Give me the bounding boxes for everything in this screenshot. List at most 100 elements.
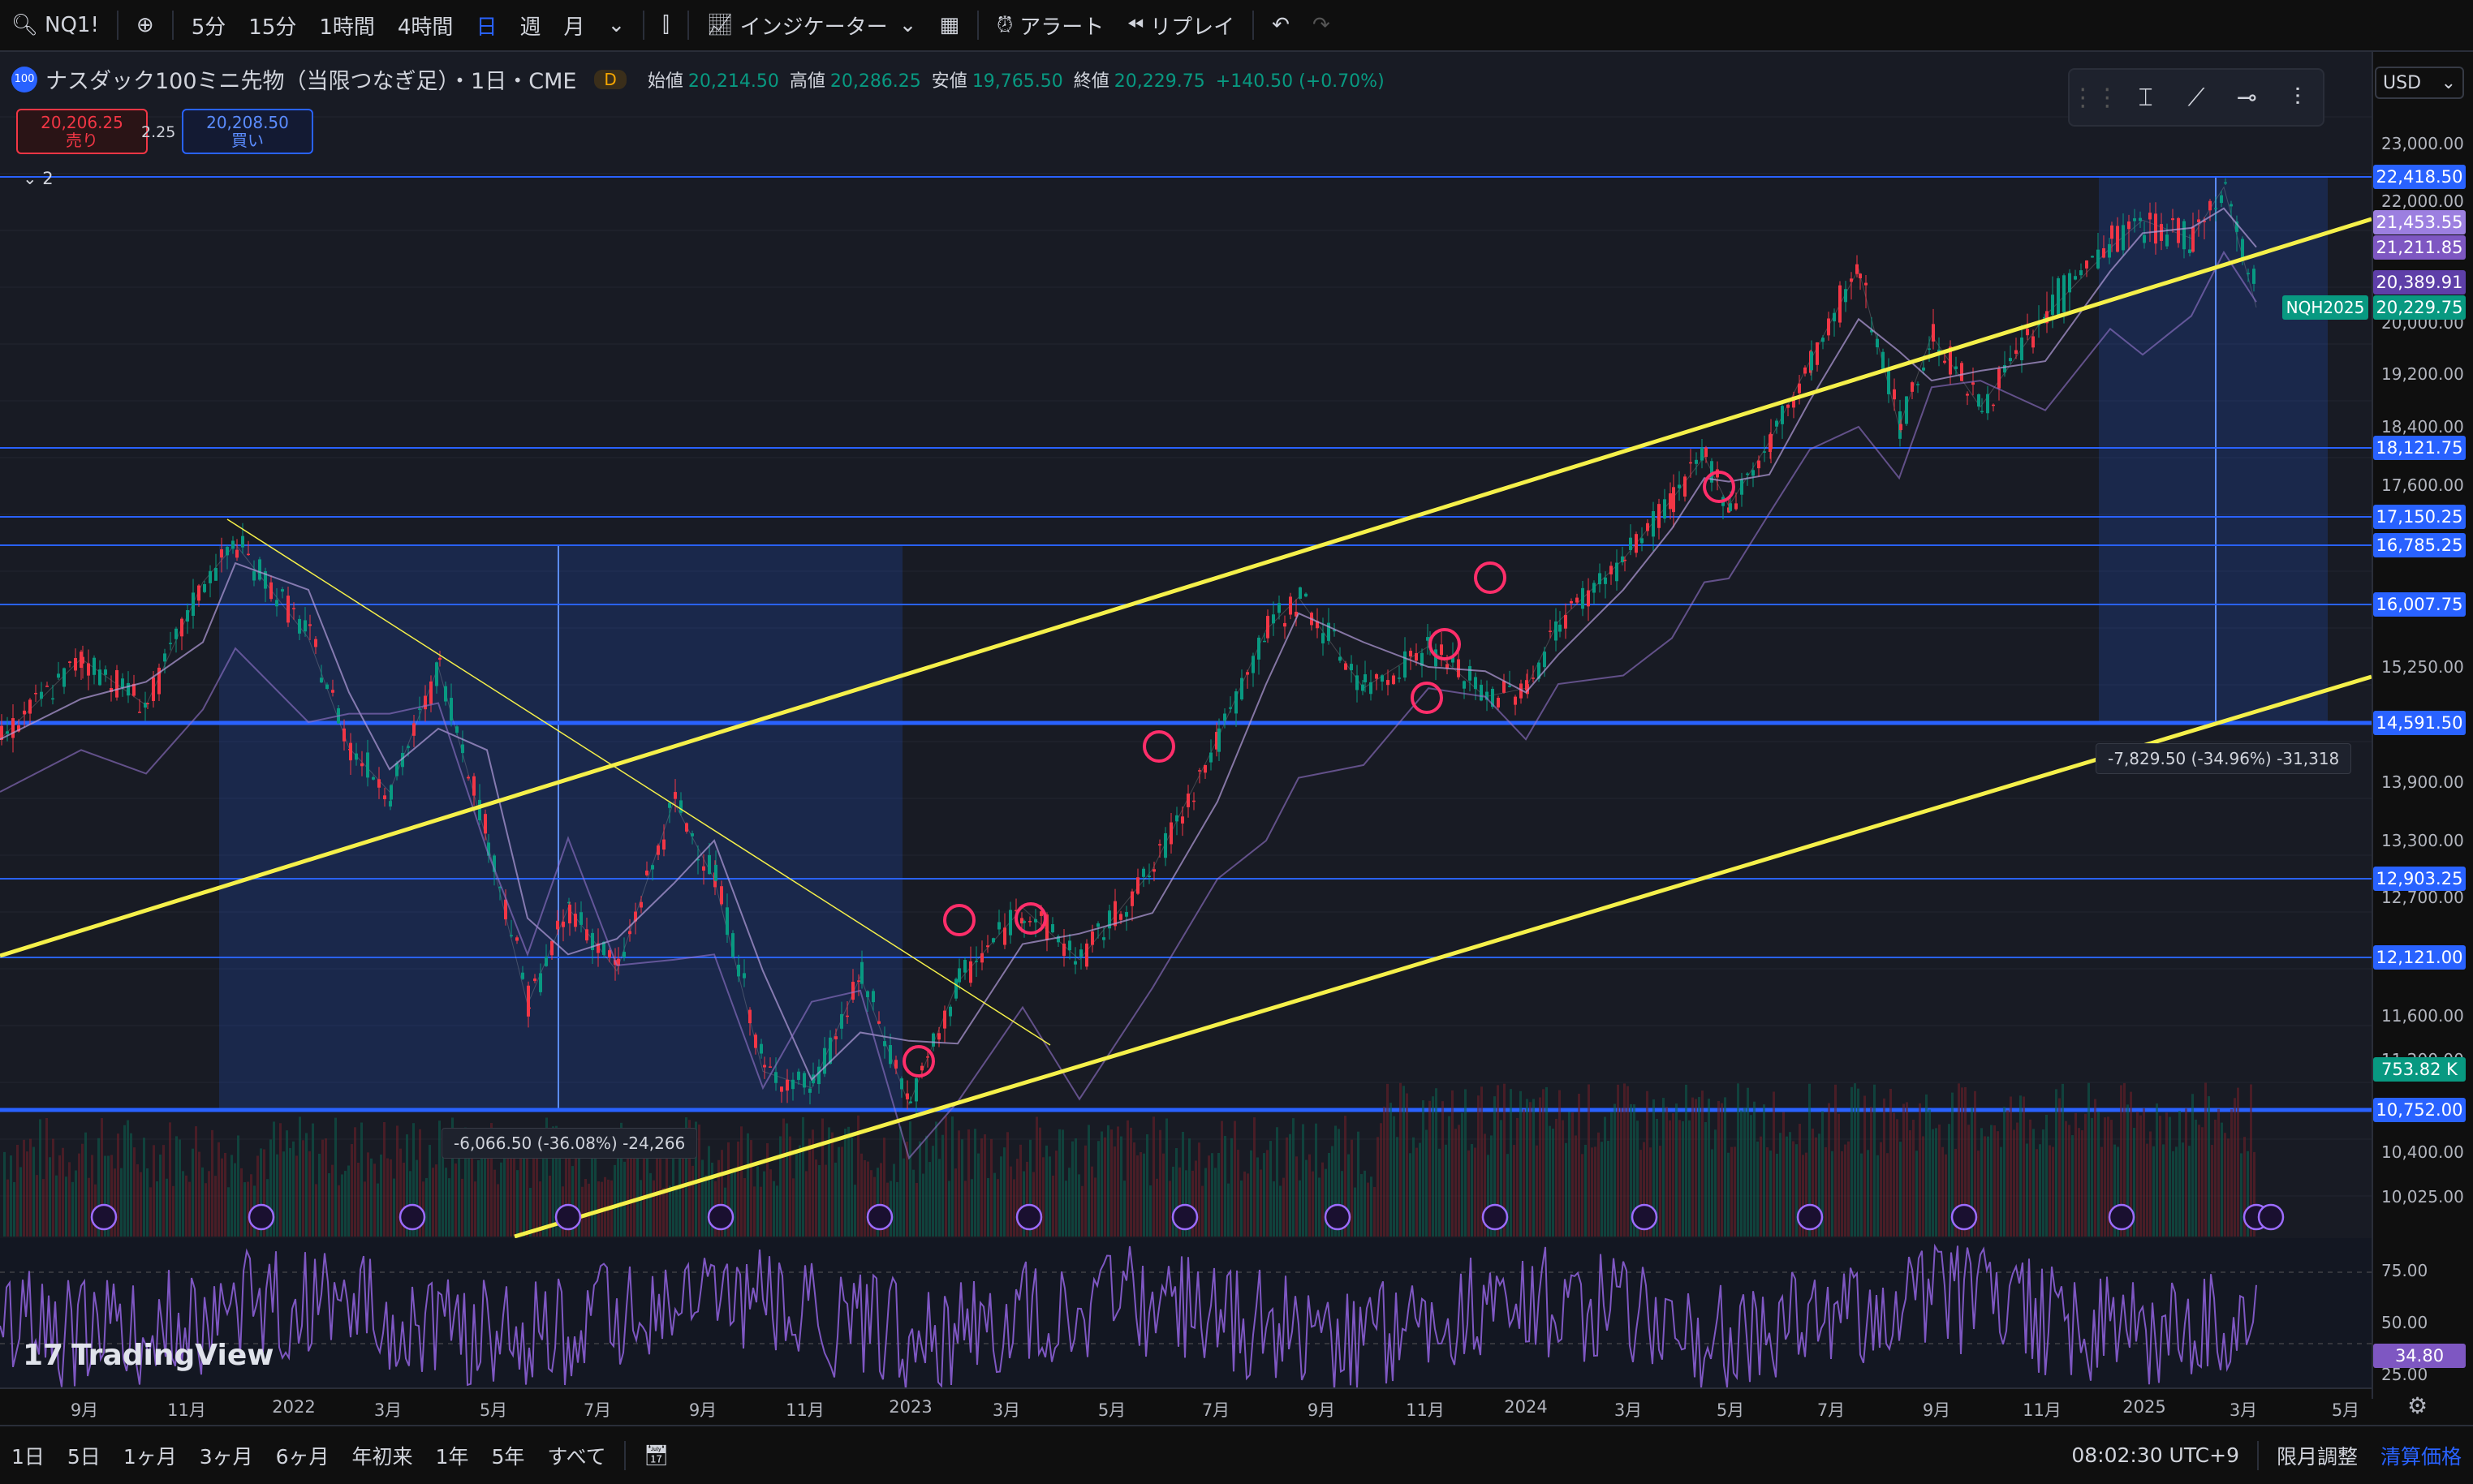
candle-body: [1640, 538, 1644, 544]
volume-bar: [1519, 1090, 1522, 1237]
measure-label-right[interactable]: -7,829.50 (-34.96%) -31,318: [2096, 743, 2352, 774]
candle-body: [1333, 630, 1336, 632]
interval-5m[interactable]: 5分: [191, 15, 226, 40]
price-chart-svg[interactable]: [0, 52, 2372, 1399]
range-all[interactable]: すべて: [547, 1444, 606, 1469]
interval-15m[interactable]: 15分: [248, 15, 297, 40]
symbol-search[interactable]: 🔍︎ NQ1!: [0, 0, 110, 50]
volume-bar: [396, 1125, 399, 1237]
candle-style-icon[interactable]: ⫿: [662, 12, 670, 37]
interval-week[interactable]: 週: [519, 15, 541, 40]
candle-body: [545, 957, 548, 966]
horizontal-ray-icon[interactable]: ⊸: [2236, 83, 2257, 112]
candle-body: [1125, 912, 1128, 917]
range-1d[interactable]: 1日: [11, 1444, 45, 1469]
candle-body: [1369, 682, 1372, 695]
volume-bar: [1169, 1181, 1171, 1237]
measure-tool-icon[interactable]: ⌶: [2138, 83, 2153, 112]
candle-body: [556, 920, 559, 930]
volume-bar: [185, 1175, 187, 1237]
compare-add-icon[interactable]: ⊕: [136, 13, 154, 37]
volume-bar: [1896, 1119, 1898, 1237]
alert-button[interactable]: ⏰︎ アラート: [985, 0, 1115, 50]
candle-body: [247, 553, 250, 556]
volume-bar: [1195, 1160, 1197, 1237]
volume-bar: [779, 1136, 782, 1237]
candle-body: [1916, 384, 1919, 385]
range-1m[interactable]: 1ヶ月: [123, 1444, 177, 1469]
volume-bar: [704, 1175, 707, 1237]
date-range-icon[interactable]: 📅︎: [643, 1443, 670, 1467]
range-ytd[interactable]: 年初来: [351, 1444, 413, 1469]
volume-bar: [1182, 1131, 1184, 1237]
vertical-line-icon[interactable]: ⫶: [2294, 83, 2301, 112]
currency-label: USD: [2383, 72, 2422, 93]
volume-bar: [1552, 1129, 1554, 1237]
volume-bar: [364, 1181, 366, 1237]
signal-circle: [903, 1045, 935, 1078]
volume-bar: [539, 1181, 541, 1237]
range-3m[interactable]: 3ヶ月: [199, 1444, 253, 1469]
buy-button[interactable]: 20,208.50 買い: [182, 109, 313, 154]
drag-handle-icon[interactable]: ⋮⋮: [2070, 83, 2120, 112]
volume-bar: [68, 1162, 71, 1237]
volume-bar: [1698, 1097, 1700, 1237]
volume-bar: [1503, 1083, 1506, 1237]
volume-bar: [1523, 1109, 1525, 1237]
volume-bar: [649, 1172, 652, 1237]
volume-bar: [568, 1142, 571, 1237]
volume-bar: [1364, 1170, 1366, 1237]
volume-bar: [1727, 1152, 1730, 1237]
candle-body: [1204, 764, 1207, 773]
contract-tag: NQH2025: [2282, 295, 2368, 320]
indicators-button[interactable]: 📈︎ インジケーター ⌄: [696, 0, 928, 50]
currency-select[interactable]: USD ⌄: [2375, 67, 2464, 99]
range-5d[interactable]: 5日: [67, 1444, 101, 1469]
clock[interactable]: 08:02:30 UTC+9: [2071, 1443, 2239, 1467]
redo-icon[interactable]: ↷: [1312, 13, 1330, 37]
series-title[interactable]: ナスダック100ミニ先物（当限つなぎ足）・1日・CME: [45, 69, 577, 94]
volume-bar: [1967, 1125, 1970, 1237]
layouts-icon[interactable]: ▦: [939, 13, 960, 37]
volume-bar: [2029, 1119, 2031, 1237]
chart-pane[interactable]: [0, 52, 2372, 1399]
volume-bar: [1273, 1181, 1275, 1237]
volume-bar: [630, 1130, 632, 1237]
candle-body: [2191, 226, 2195, 252]
sell-button[interactable]: 20,206.25 売り: [16, 109, 148, 154]
candle-body: [74, 658, 77, 671]
volume-bar: [627, 1154, 629, 1237]
range-1y[interactable]: 1年: [435, 1444, 469, 1469]
axis-settings-gear-icon[interactable]: ⚙: [2407, 1392, 2428, 1419]
interval-4h[interactable]: 4時間: [397, 15, 454, 40]
tradingview-logo[interactable]: 𝟭𝟳 TradingView: [23, 1339, 274, 1372]
chart-legend: 100 ナスダック100ミニ先物（当限つなぎ足）・1日・CME D 始値 20,2…: [11, 63, 1389, 95]
candle-body: [1158, 844, 1161, 845]
candle-body: [1838, 285, 1842, 323]
measure-label-left[interactable]: -6,066.50 (-36.08%) -24,266: [442, 1128, 698, 1159]
trendline-tool-icon[interactable]: ⟋: [2187, 83, 2205, 112]
event-marker-icon: [2257, 1203, 2285, 1231]
adjust-toggle[interactable]: 限月調整: [2276, 1444, 2358, 1469]
collapse-toggle[interactable]: ⌄ 2: [23, 169, 54, 188]
interval-1h[interactable]: 1時間: [319, 15, 375, 40]
settlement-toggle[interactable]: 清算価格: [2380, 1444, 2462, 1469]
replay-button[interactable]: ⏪︎ リプレイ: [1115, 0, 1246, 50]
range-6m[interactable]: 6ヶ月: [275, 1444, 330, 1469]
volume-bar: [1847, 1141, 1850, 1237]
interval-dropdown-icon[interactable]: ⌄: [607, 13, 626, 37]
interval-day[interactable]: 日: [476, 15, 498, 40]
volume-bar: [795, 1151, 798, 1237]
volume-bar: [62, 1147, 64, 1237]
volume-bar: [1471, 1144, 1473, 1237]
volume-bar: [276, 1154, 278, 1237]
range-5y[interactable]: 5年: [491, 1444, 525, 1469]
interval-month[interactable]: 月: [563, 15, 585, 40]
undo-icon[interactable]: ↶: [1272, 13, 1290, 37]
volume-bar: [2036, 1149, 2038, 1237]
volume-bar: [2032, 1129, 2035, 1237]
time-axis[interactable]: [0, 1387, 2372, 1426]
volume-bar: [851, 1138, 853, 1237]
candle-body: [287, 596, 290, 623]
volume-bar: [1217, 1152, 1220, 1237]
